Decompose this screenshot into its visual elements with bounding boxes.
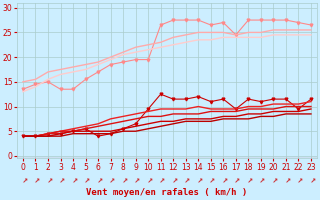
Text: ←: ← (294, 174, 303, 183)
Text: ←: ← (169, 174, 177, 183)
Text: ←: ← (307, 174, 315, 183)
Text: ←: ← (107, 174, 115, 183)
Text: ←: ← (244, 174, 252, 183)
Text: ←: ← (181, 174, 190, 183)
Text: ←: ← (19, 174, 27, 183)
Text: ←: ← (282, 174, 290, 183)
Text: ←: ← (69, 174, 77, 183)
Text: ←: ← (156, 174, 165, 183)
Text: ←: ← (219, 174, 228, 183)
Text: ←: ← (232, 174, 240, 183)
Text: ←: ← (44, 174, 52, 183)
Text: ←: ← (94, 174, 102, 183)
Text: ←: ← (257, 174, 265, 183)
Text: ←: ← (269, 174, 277, 183)
Text: ←: ← (81, 174, 90, 183)
Text: ←: ← (144, 174, 152, 183)
Text: ←: ← (132, 174, 140, 183)
Text: ←: ← (207, 174, 215, 183)
Text: ←: ← (56, 174, 65, 183)
Text: ←: ← (31, 174, 40, 183)
X-axis label: Vent moyen/en rafales ( km/h ): Vent moyen/en rafales ( km/h ) (86, 188, 248, 197)
Text: ←: ← (194, 174, 203, 183)
Text: ←: ← (119, 174, 127, 183)
